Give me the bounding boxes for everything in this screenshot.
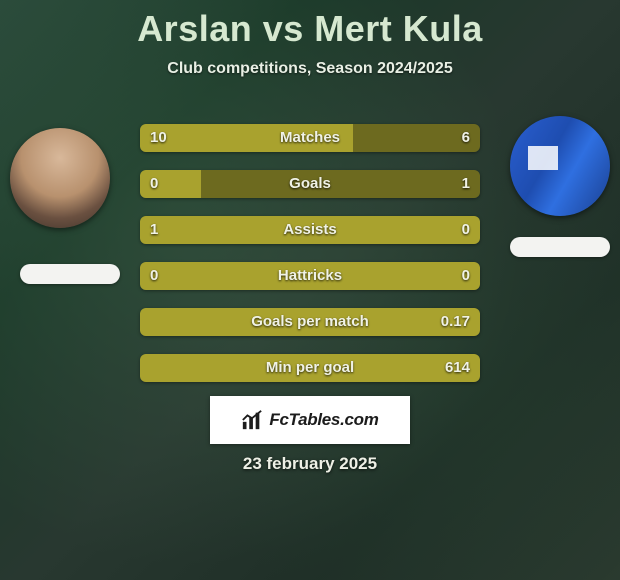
stat-label: Min per goal xyxy=(140,354,480,382)
player-left-avatar xyxy=(10,128,110,228)
watermark-text: FcTables.com xyxy=(269,410,378,430)
stats-panel: 10Matches60Goals11Assists00Hattricks0Goa… xyxy=(140,124,480,400)
stat-row: Min per goal614 xyxy=(140,354,480,382)
stat-value-right: 614 xyxy=(445,354,470,382)
stat-value-right: 0.17 xyxy=(441,308,470,336)
stat-value-right: 0 xyxy=(462,216,470,244)
subtitle: Club competitions, Season 2024/2025 xyxy=(0,60,620,78)
player-left-flag xyxy=(20,264,120,284)
date-label: 23 february 2025 xyxy=(0,454,620,474)
stat-row: 0Goals1 xyxy=(140,170,480,198)
stat-row: Goals per match0.17 xyxy=(140,308,480,336)
watermark-chart-icon xyxy=(241,409,263,431)
infographic-container: Arslan vs Mert Kula Club competitions, S… xyxy=(0,0,620,580)
page-title: Arslan vs Mert Kula xyxy=(0,8,620,50)
stat-label: Hattricks xyxy=(140,262,480,290)
stat-label: Goals xyxy=(140,170,480,198)
stat-value-right: 6 xyxy=(462,124,470,152)
stat-row: 1Assists0 xyxy=(140,216,480,244)
stat-label: Matches xyxy=(140,124,480,152)
stat-value-right: 0 xyxy=(462,262,470,290)
stat-value-right: 1 xyxy=(462,170,470,198)
stat-row: 0Hattricks0 xyxy=(140,262,480,290)
stat-label: Goals per match xyxy=(140,308,480,336)
stat-row: 10Matches6 xyxy=(140,124,480,152)
player-right-flag xyxy=(510,237,610,257)
watermark: FcTables.com xyxy=(210,396,410,444)
player-right-avatar xyxy=(510,116,610,216)
stat-label: Assists xyxy=(140,216,480,244)
